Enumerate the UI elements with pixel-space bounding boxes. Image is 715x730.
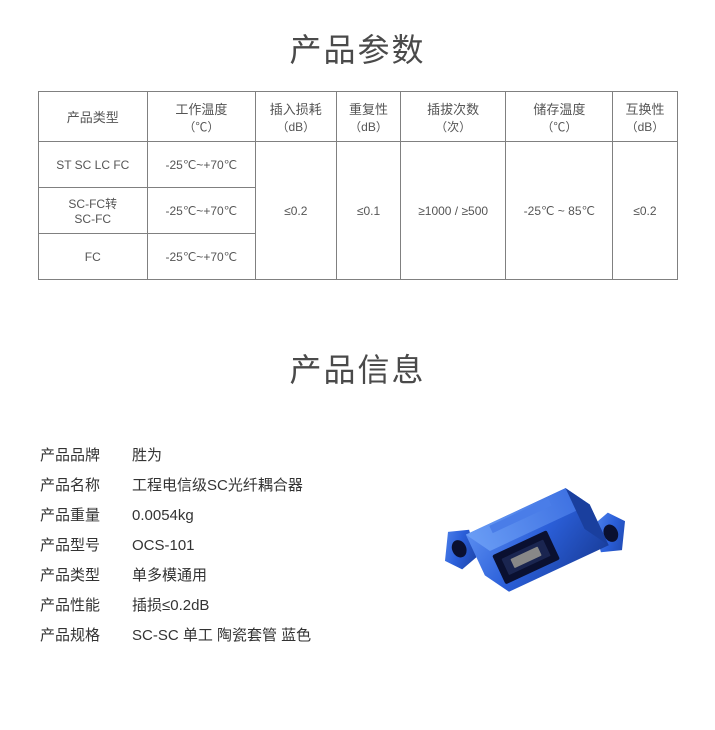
col-header: 储存温度（℃） [506,92,613,142]
cell-interchangeability: ≤0.2 [613,142,677,280]
cell-storage-temp: -25℃ ~ 85℃ [506,142,613,280]
info-row: 产品类型单多模通用 [40,561,395,591]
info-value: SC-SC 单工 陶瓷套管 蓝色 [120,621,395,651]
col-header: 产品类型 [38,92,148,142]
table-row: ST SC LC FC -25℃~+70℃ ≤0.2 ≤0.1 ≥1000 / … [38,142,677,188]
info-row: 产品规格SC-SC 单工 陶瓷套管 蓝色 [40,621,395,651]
cell-type: SC-FC转 SC-FC [38,188,148,234]
info-value: 胜为 [120,441,395,471]
info-row: 产品名称工程电信级SC光纤耦合器 [40,471,395,501]
sc-coupler-icon [395,431,675,651]
col-header: 插拔次数（次） [401,92,506,142]
info-row: 产品性能插损≤0.2dB [40,591,395,621]
info-label: 产品品牌 [40,441,120,471]
info-value: 单多模通用 [120,561,395,591]
product-image [395,431,675,651]
info-label: 产品重量 [40,501,120,531]
cell-repeatability: ≤0.1 [337,142,401,280]
info-list: 产品品牌胜为 产品名称工程电信级SC光纤耦合器 产品重量0.0054kg 产品型… [40,431,395,651]
table-header-row: 产品类型 工作温度（℃） 插入损耗（dB） 重复性（dB） 插拔次数（次） 储存… [38,92,677,142]
info-value: 工程电信级SC光纤耦合器 [120,471,395,501]
col-header: 插入损耗（dB） [255,92,336,142]
cell-temp: -25℃~+70℃ [148,234,256,280]
cell-type: FC [38,234,148,280]
info-value: OCS-101 [120,531,395,561]
info-row: 产品型号OCS-101 [40,531,395,561]
cell-mating-cycles: ≥1000 / ≥500 [401,142,506,280]
info-row: 产品重量0.0054kg [40,501,395,531]
info-value: 插损≤0.2dB [120,591,395,621]
info-value: 0.0054kg [120,501,395,531]
cell-insertion-loss: ≤0.2 [255,142,336,280]
info-label: 产品型号 [40,531,120,561]
info-label: 产品规格 [40,621,120,651]
cell-type: ST SC LC FC [38,142,148,188]
col-header: 互换性（dB） [613,92,677,142]
col-header: 重复性（dB） [337,92,401,142]
info-section: 产品信息 产品品牌胜为 产品名称工程电信级SC光纤耦合器 产品重量0.0054k… [0,320,715,651]
info-label: 产品性能 [40,591,120,621]
cell-temp: -25℃~+70℃ [148,188,256,234]
info-label: 产品类型 [40,561,120,591]
params-section: 产品参数 产品类型 工作温度（℃） 插入损耗（dB） 重复性（dB） 插拔次数（… [0,0,715,280]
info-title: 产品信息 [0,320,715,411]
info-row: 产品品牌胜为 [40,441,395,471]
col-header: 工作温度（℃） [148,92,256,142]
params-table: 产品类型 工作温度（℃） 插入损耗（dB） 重复性（dB） 插拔次数（次） 储存… [38,91,678,280]
info-body: 产品品牌胜为 产品名称工程电信级SC光纤耦合器 产品重量0.0054kg 产品型… [0,411,715,651]
cell-temp: -25℃~+70℃ [148,142,256,188]
info-label: 产品名称 [40,471,120,501]
params-title: 产品参数 [0,0,715,91]
